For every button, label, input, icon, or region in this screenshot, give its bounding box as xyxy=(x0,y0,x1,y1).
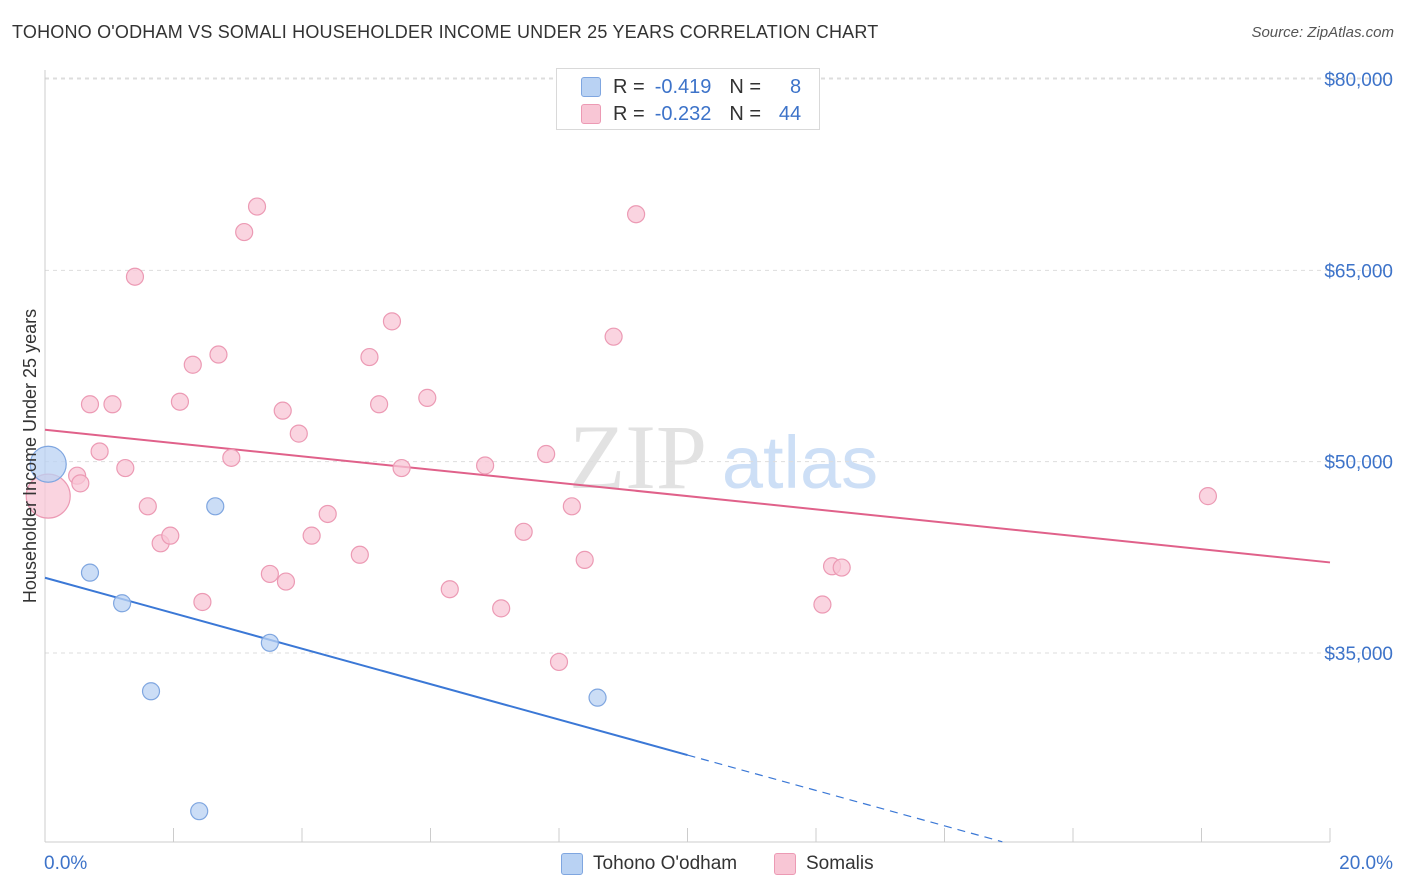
point-somalis xyxy=(537,444,556,464)
y-tick-label: $65,000 xyxy=(1324,261,1393,282)
point-somalis xyxy=(276,572,296,591)
watermark-zip: ZIP xyxy=(569,406,707,508)
point-somalis xyxy=(382,312,402,331)
point-somalis xyxy=(193,592,212,612)
point-somalis xyxy=(138,497,157,516)
point-somalis xyxy=(71,474,90,493)
point-somalis xyxy=(183,355,202,374)
legend-row-tohono: R = -0.419 N = 8 xyxy=(581,74,801,100)
correlation-legend: R = -0.419 N = 8 R = -0.232 N = 44 xyxy=(556,68,820,130)
point-tohono xyxy=(588,688,607,707)
point-somalis xyxy=(832,558,851,577)
point-somalis xyxy=(492,599,511,618)
point-somalis xyxy=(562,497,581,516)
point-somalis xyxy=(604,327,623,346)
legend-n-label: N = xyxy=(729,102,762,125)
y-tick-label: $35,000 xyxy=(1324,644,1393,665)
point-somalis xyxy=(273,401,292,420)
bottom-legend-label-somalis: Somalis xyxy=(806,853,874,874)
axis-labels: $35,000 $50,000 $65,000 $80,000 0.0% 20.0% Hou… xyxy=(20,70,1393,874)
point-somalis xyxy=(549,652,569,672)
point-somalis xyxy=(90,442,109,461)
point-somalis xyxy=(103,395,122,414)
legend-r-value: -0.419 xyxy=(654,75,712,98)
point-somalis xyxy=(392,458,411,478)
point-tohono xyxy=(80,563,100,582)
watermark-atlas: atlas xyxy=(722,421,878,504)
point-tohono xyxy=(112,594,132,613)
point-somalis xyxy=(370,395,389,414)
point-somalis xyxy=(247,197,267,216)
chart-title: TOHONO O'ODHAM VS SOMALI HOUSEHOLDER INC… xyxy=(12,22,879,42)
bottom-legend-tohono: Tohono O'odham xyxy=(561,852,737,876)
point-somalis xyxy=(222,448,241,467)
legend-r-label: R = xyxy=(613,102,645,125)
point-somalis xyxy=(1198,487,1218,506)
trendline-somalis xyxy=(44,428,1331,564)
point-tohono xyxy=(141,682,161,701)
point-somalis xyxy=(116,458,135,478)
point-somalis xyxy=(360,347,379,367)
y-axis-title: Householder Income Under 25 years xyxy=(20,309,40,603)
legend-swatch-pink xyxy=(581,104,601,124)
source-label: Source: ZipAtlas.com xyxy=(1251,24,1394,41)
point-somalis xyxy=(209,345,228,364)
point-somalis xyxy=(170,392,190,411)
point-somalis xyxy=(440,580,459,599)
legend-n-label: N = xyxy=(729,75,762,98)
point-somalis xyxy=(125,267,145,286)
point-somalis xyxy=(318,504,337,524)
x-tick-label-min: 0.0% xyxy=(44,853,87,874)
point-somalis xyxy=(626,205,646,224)
legend-r-label: R = xyxy=(613,75,645,98)
point-tohono xyxy=(29,445,67,483)
bottom-legend-label-tohono: Tohono O'odham xyxy=(593,853,738,874)
point-somalis xyxy=(476,456,495,475)
trend-lines xyxy=(44,428,1331,843)
point-somalis xyxy=(80,395,100,414)
point-somalis xyxy=(289,424,308,443)
trendline-tohono xyxy=(44,576,688,757)
legend-n-value: 44 xyxy=(778,102,802,125)
x-tick-label-max: 20.0% xyxy=(1339,853,1393,874)
bottom-legend-somalis: Somalis xyxy=(774,852,874,876)
point-tohono xyxy=(260,633,279,652)
gridlines xyxy=(45,77,1392,654)
y-tick-label: $80,000 xyxy=(1324,70,1393,91)
trendline-tohono-extension xyxy=(687,754,1003,843)
point-somalis xyxy=(813,595,832,614)
bottom-legend-swatch-pink xyxy=(774,853,796,875)
point-somalis xyxy=(575,550,594,569)
legend-row-somalis: R = -0.232 N = 44 xyxy=(581,101,801,127)
point-somalis xyxy=(418,388,437,407)
point-somalis xyxy=(350,545,369,564)
point-somalis xyxy=(235,222,254,242)
data-points xyxy=(25,197,1218,821)
legend-r-value: -0.232 xyxy=(654,102,712,125)
point-tohono xyxy=(206,497,225,516)
point-somalis xyxy=(302,526,321,545)
point-tohono xyxy=(190,802,209,821)
legend-swatch-blue xyxy=(581,77,601,97)
legend-n-value: 8 xyxy=(789,75,802,98)
point-somalis xyxy=(514,522,533,541)
y-tick-label: $50,000 xyxy=(1324,453,1393,474)
bottom-legend-swatch-blue xyxy=(561,853,583,875)
point-somalis xyxy=(260,564,279,584)
point-somalis xyxy=(161,526,180,545)
